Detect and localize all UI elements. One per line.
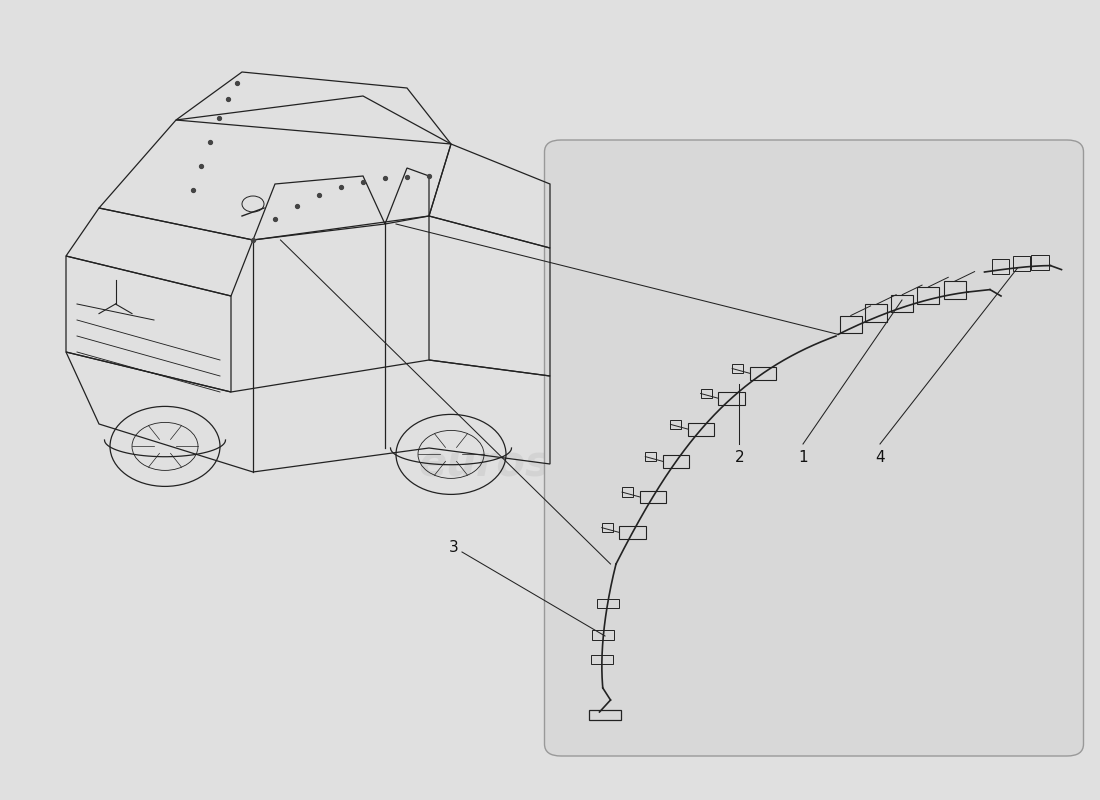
Text: eurospares: eurospares <box>418 443 682 485</box>
Text: 4: 4 <box>876 450 884 465</box>
FancyBboxPatch shape <box>544 140 1084 756</box>
Text: 1: 1 <box>799 450 807 465</box>
Text: 2: 2 <box>735 450 744 465</box>
Text: 3: 3 <box>449 540 458 554</box>
